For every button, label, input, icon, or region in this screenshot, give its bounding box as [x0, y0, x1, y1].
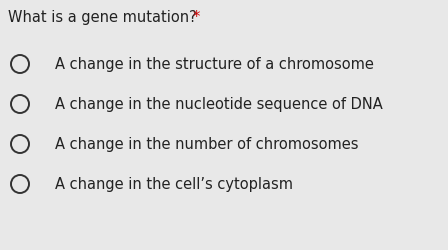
Text: A change in the cell’s cytoplasm: A change in the cell’s cytoplasm [55, 177, 293, 192]
Text: *: * [193, 10, 200, 25]
Text: A change in the structure of a chromosome: A change in the structure of a chromosom… [55, 57, 374, 72]
Text: A change in the number of chromosomes: A change in the number of chromosomes [55, 137, 358, 152]
Text: What is a gene mutation?: What is a gene mutation? [8, 10, 201, 25]
Text: A change in the nucleotide sequence of DNA: A change in the nucleotide sequence of D… [55, 97, 383, 112]
